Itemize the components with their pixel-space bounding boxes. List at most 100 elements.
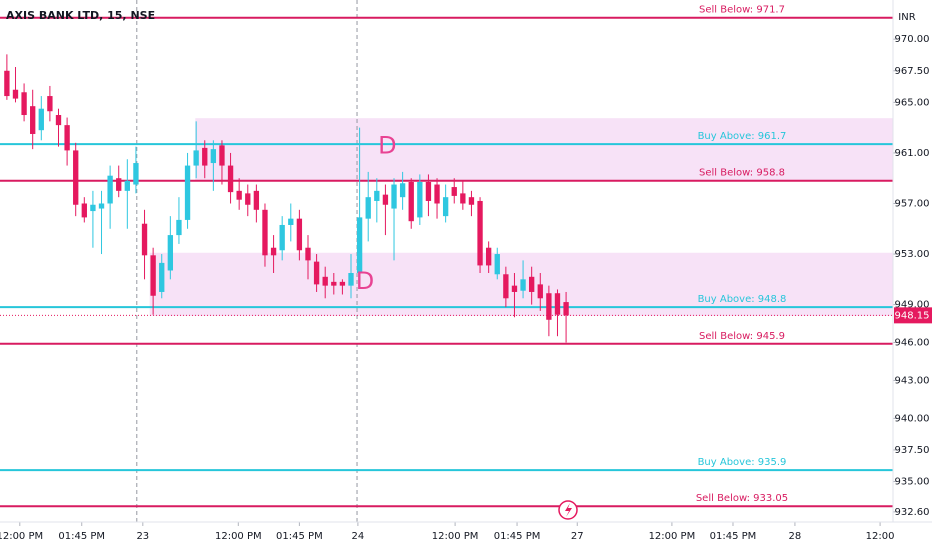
last-price-label: 948.15 <box>895 310 930 321</box>
candle-body <box>210 149 217 164</box>
candle-body <box>219 145 225 166</box>
candle-body <box>296 218 303 251</box>
x-tick-label: 12:00 PM <box>0 531 43 542</box>
candle-body <box>184 165 191 220</box>
candle-body <box>529 276 535 292</box>
candle-body <box>451 187 457 196</box>
candle-body <box>288 218 294 225</box>
currency: INR <box>898 12 915 23</box>
y-tick-label: 946.00 <box>895 338 930 349</box>
candle-body <box>313 261 320 285</box>
level-label: Buy Above: 961.7 <box>698 131 787 142</box>
level-label: Buy Above: 948.8 <box>698 294 787 305</box>
candle-body <box>141 223 148 256</box>
candle-body <box>477 200 483 266</box>
x-tick-label: 23 <box>136 531 149 542</box>
level-label: Sell Below: 933.05 <box>696 493 788 504</box>
pattern-marker: D <box>378 132 396 160</box>
candle-body <box>356 217 363 274</box>
y-tick-label: 953.00 <box>895 249 930 260</box>
candle-body <box>305 247 311 261</box>
candle-body <box>116 178 122 191</box>
pattern-marker: D <box>356 267 374 295</box>
last-price-box <box>894 307 932 324</box>
level-label: Sell Below: 945.9 <box>699 331 785 342</box>
y-tick-label: 970.00 <box>895 34 930 45</box>
candle-body <box>12 89 19 99</box>
x-tick-label: 28 <box>789 531 802 542</box>
candle-body <box>442 197 449 217</box>
axes: 970.00 967.50 965.00 961.00 957.00 953.00 949.… <box>0 34 932 542</box>
candle-body <box>391 184 397 209</box>
candle-body <box>4 70 10 97</box>
candles: DD <box>4 54 569 343</box>
candle-body <box>81 203 87 218</box>
candle-body <box>245 193 251 205</box>
candle-body <box>124 180 130 191</box>
candle-body <box>38 108 44 131</box>
candle-body <box>425 182 432 201</box>
candle-body <box>322 276 328 286</box>
candle-body <box>167 235 174 271</box>
y-tick-label: 961.00 <box>895 148 930 159</box>
x-tick-label: 12:00 PM <box>215 531 262 542</box>
x-tick-label: 01:45 PM <box>710 531 757 542</box>
candle-body <box>279 224 285 251</box>
candle-body <box>73 150 79 205</box>
candle-body <box>90 204 96 212</box>
x-tick-label: 12:00 PM <box>649 531 696 542</box>
x-tick-label: 12:00 <box>866 531 895 542</box>
levels: Sell Below: 971.7 Buy Above: 961.7 Sell Be… <box>0 5 893 508</box>
candle-body <box>546 293 552 320</box>
candle-body <box>348 273 354 286</box>
candle-body <box>554 293 561 315</box>
candle-body <box>159 262 165 292</box>
candle-body <box>270 247 277 256</box>
candle-body <box>511 285 518 292</box>
candle-body <box>176 219 182 236</box>
candle-body <box>150 255 156 296</box>
candle-body <box>494 254 500 275</box>
candle-body <box>417 182 423 218</box>
candle-body <box>537 284 543 299</box>
zone <box>195 118 893 181</box>
candle-body <box>382 194 389 205</box>
candle-body <box>133 163 139 185</box>
x-tick-label: 01:45 PM <box>58 531 105 542</box>
candle-body <box>468 197 475 205</box>
chart-title: AXIS BANK LTD, 15, NSE <box>6 9 155 22</box>
candle-body <box>331 281 337 286</box>
level-label: Sell Below: 958.8 <box>699 168 785 179</box>
y-tick-label: 967.50 <box>895 66 930 77</box>
candle-body <box>227 165 234 193</box>
x-tick-label: 27 <box>571 531 584 542</box>
candle-body <box>365 197 371 219</box>
y-tick-label: 949.00 <box>895 300 930 311</box>
x-tick-label: 12:00 PM <box>432 531 479 542</box>
candle-body <box>55 115 62 126</box>
candle-body <box>253 190 260 210</box>
candle-body <box>485 247 492 266</box>
candle-body <box>503 274 509 299</box>
y-tick-label: 937.50 <box>895 445 930 456</box>
candle-body <box>408 182 414 222</box>
candle-body <box>98 203 105 209</box>
y-tick-label: 957.00 <box>895 198 930 209</box>
candle-body <box>30 106 36 134</box>
x-tick-label: 24 <box>352 531 365 542</box>
x-tick-label: 01:45 PM <box>276 531 323 542</box>
candle-body <box>64 125 70 151</box>
y-tick-label: 940.00 <box>895 413 930 424</box>
candle-body <box>339 281 346 286</box>
level-label: Sell Below: 971.7 <box>699 5 785 16</box>
y-tick-label: 943.00 <box>895 375 930 386</box>
candle-body <box>460 193 466 204</box>
candle-body <box>193 150 199 166</box>
y-tick-label: 935.00 <box>895 477 930 488</box>
candle-body <box>399 183 406 198</box>
y-tick-label: 965.00 <box>895 97 930 108</box>
y-tick-label: 932.60 <box>895 507 930 518</box>
candle-body <box>236 190 242 200</box>
x-tick-label: 01:45 PM <box>494 531 541 542</box>
